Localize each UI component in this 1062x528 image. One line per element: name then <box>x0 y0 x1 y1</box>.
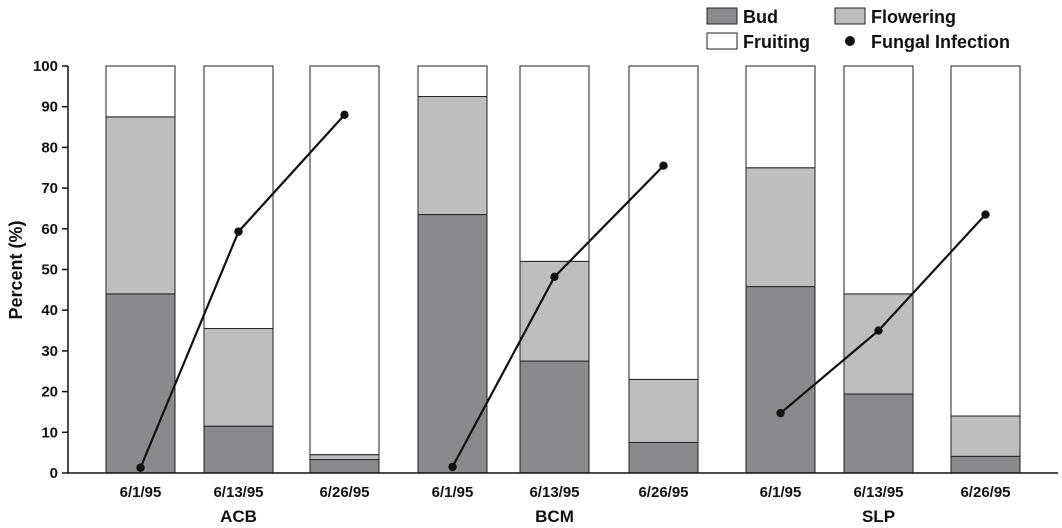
legend: Bud Flowering Fruiting Fungal Infection <box>706 7 1010 52</box>
fungal-infection-point-1 <box>234 227 243 236</box>
fungal-infection-line-layer <box>136 110 990 472</box>
fungal-infection-point-8 <box>981 210 990 219</box>
bar-flowering-6 <box>745 167 816 288</box>
fungal-infection-point-0 <box>136 463 145 472</box>
group-labels: ACB BCM SLP <box>220 507 895 526</box>
bar-fruiting-3 <box>417 65 488 98</box>
y-tick-label: 60 <box>41 221 58 238</box>
bar-flowering-7 <box>843 293 914 395</box>
y-tick-label: 30 <box>41 343 58 360</box>
x-tick-labels: 6/1/95 6/13/95 6/26/95 6/1/95 6/13/95 6/26/95… <box>120 484 1011 501</box>
fungal-infection-point-3 <box>448 462 457 472</box>
bar-bud-6 <box>745 286 816 474</box>
bar-bud-8 <box>950 455 1021 474</box>
bar-flowering-3 <box>417 96 488 216</box>
y-tick-label: 90 <box>41 99 58 116</box>
y-tick-label: 10 <box>41 424 58 441</box>
bar-bud-7 <box>843 393 914 474</box>
legend-label-flowering: Flowering <box>871 7 956 27</box>
x-tick-label: 6/26/95 <box>960 484 1010 501</box>
y-axis-title: Percent (%) <box>6 220 26 319</box>
group-label-slp: SLP <box>862 507 895 526</box>
bar-fruiting-2 <box>309 65 380 456</box>
x-tick-label: 6/1/95 <box>120 484 162 501</box>
bar-bud-4 <box>519 360 590 474</box>
y-tick-labels: 0 10 20 30 40 50 60 70 80 90 100 <box>33 58 68 482</box>
bar-bud-1 <box>203 425 274 474</box>
y-tick-label: 70 <box>41 180 58 197</box>
legend-marker-fungal-infection <box>845 36 855 46</box>
fungal-infection-point-4 <box>550 272 559 282</box>
bar-bud-5 <box>628 441 699 474</box>
bar-bud-3 <box>417 214 488 474</box>
fungal-infection-point-5 <box>659 161 668 170</box>
y-tick-label: 100 <box>33 58 58 75</box>
bar-flowering-1 <box>203 328 274 427</box>
bar-bud-2 <box>309 459 380 474</box>
y-tick-label: 50 <box>41 262 58 279</box>
bar-fruiting-5 <box>628 65 699 380</box>
legend-swatch-flowering <box>834 7 866 25</box>
legend-label-bud: Bud <box>743 7 778 27</box>
x-tick-label: 6/1/95 <box>432 484 474 501</box>
fungal-infection-point-7 <box>874 326 883 335</box>
group-label-bcm: BCM <box>535 507 574 526</box>
bars-layer <box>105 65 1021 474</box>
fungal-infection-point-2 <box>340 110 349 120</box>
x-tick-label: 6/1/95 <box>760 484 802 501</box>
group-label-acb: ACB <box>220 507 257 526</box>
bar-bud-0 <box>105 293 176 474</box>
legend-label-fruiting: Fruiting <box>743 32 810 52</box>
y-tick-label: 80 <box>41 139 58 156</box>
y-tick-label: 20 <box>41 384 58 401</box>
bar-flowering-2 <box>309 454 380 461</box>
x-tick-label: 6/13/95 <box>853 484 903 501</box>
x-tick-label: 6/26/95 <box>638 484 688 501</box>
bar-flowering-8 <box>950 415 1021 457</box>
y-tick-label: 40 <box>41 302 58 319</box>
bar-flowering-5 <box>628 378 699 443</box>
x-tick-label: 6/26/95 <box>319 484 369 501</box>
legend-swatch-fruiting <box>706 32 738 50</box>
bar-fruiting-0 <box>105 65 176 118</box>
x-tick-label: 6/13/95 <box>529 484 579 501</box>
fungal-infection-point-6 <box>776 408 785 418</box>
y-tick-label: 0 <box>50 465 58 482</box>
x-tick-label: 6/13/95 <box>213 484 263 501</box>
bar-flowering-0 <box>105 116 176 295</box>
bar-fruiting-7 <box>843 65 914 295</box>
legend-swatch-bud <box>706 7 738 25</box>
bar-fruiting-6 <box>745 65 816 169</box>
legend-label-fungal-infection: Fungal Infection <box>871 32 1010 52</box>
bar-fruiting-4 <box>519 65 590 262</box>
